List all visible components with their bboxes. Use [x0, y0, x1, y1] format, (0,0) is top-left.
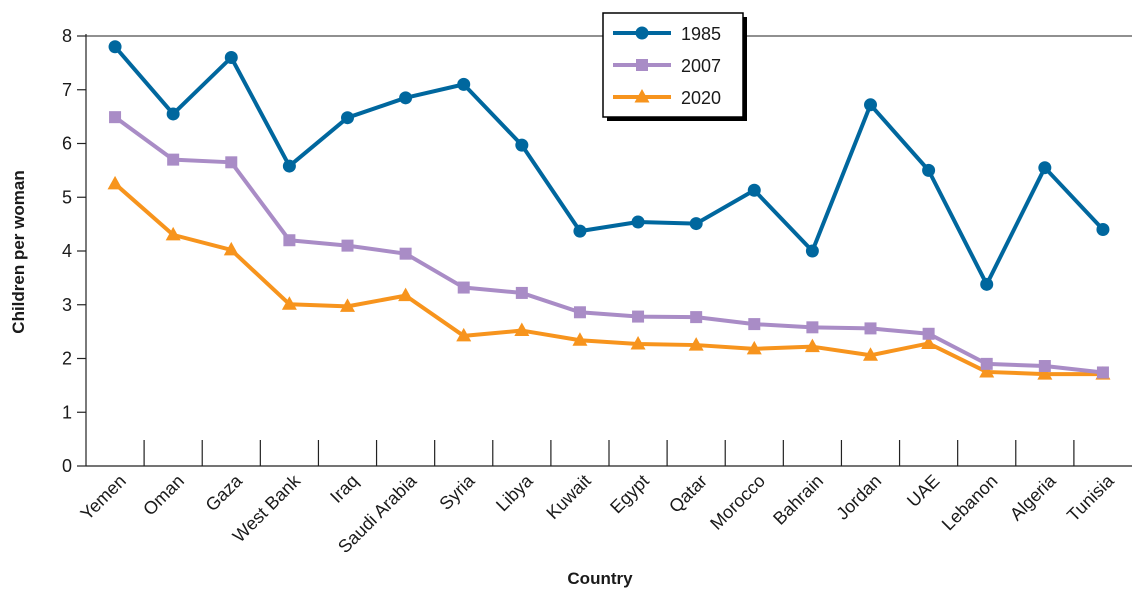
legend-marker-square: [636, 59, 648, 71]
data-point-2020-qatar: [688, 337, 704, 351]
data-point-2007-jordan: [864, 322, 877, 335]
legend-label: 2020: [681, 88, 721, 108]
y-axis-title: Children per woman: [9, 170, 28, 333]
data-point-1985-oman: [166, 107, 180, 121]
series-line-2007: [113, 115, 1104, 375]
y-tick-label: 0: [62, 456, 72, 476]
data-point-2020-bahrain: [804, 338, 820, 353]
data-point-2007-libya: [515, 286, 528, 299]
data-point-1985-west-bank: [282, 159, 296, 173]
x-tick-label: Syria: [435, 470, 479, 514]
x-tick-label: Algeria: [1006, 470, 1060, 524]
x-tick-label: Libya: [492, 470, 537, 515]
legend-label: 2007: [681, 56, 721, 76]
data-point-1985-qatar: [689, 217, 703, 231]
x-tick-label: Lebanon: [938, 471, 1002, 535]
x-tick-label: Egypt: [606, 471, 653, 518]
x-tick-label: Yemen: [77, 471, 130, 524]
series-2007: [109, 111, 1109, 379]
data-point-2020-lebanon: [979, 363, 995, 378]
data-point-1985-syria: [457, 77, 471, 91]
series-1985: [108, 40, 1110, 291]
x-tick-label: Gaza: [202, 470, 247, 515]
data-point-2020-libya: [514, 322, 530, 337]
data-point-1985-yemen: [108, 40, 122, 54]
data-point-2007-gaza: [225, 156, 238, 169]
legend: 1985 2007 2020: [602, 12, 747, 121]
data-point-2020-uae: [921, 335, 937, 349]
y-tick-label: 4: [62, 241, 72, 261]
legend-item-2020: 2020: [613, 88, 721, 108]
data-point-2007-oman: [167, 153, 180, 166]
data-point-1985-libya: [515, 138, 529, 152]
data-point-2007-qatar: [690, 311, 703, 324]
y-tick-label: 3: [62, 295, 72, 315]
data-point-2007-yemen: [109, 111, 122, 124]
data-point-2007-syria: [457, 281, 470, 294]
data-point-1985-kuwait: [573, 224, 587, 238]
y-tick-label: 7: [62, 80, 72, 100]
data-point-1985-egypt: [631, 215, 645, 229]
x-tick-label: Kuwait: [542, 471, 594, 523]
data-point-2020-egypt: [630, 335, 646, 350]
data-point-2007-algeria: [1038, 360, 1051, 373]
data-point-2007-egypt: [632, 310, 645, 323]
data-point-2020-yemen: [107, 175, 123, 190]
y-tick-label: 5: [62, 187, 72, 207]
series-line-2020: [113, 182, 1103, 377]
series-line-1985: [113, 45, 1105, 287]
x-tick-label: Qatar: [665, 471, 711, 517]
x-tick-label: Iraq: [326, 471, 362, 507]
y-tick-label: 8: [62, 26, 72, 46]
legend-item-2007: 2007: [613, 56, 721, 76]
x-tick-label: Morocco: [706, 471, 769, 534]
data-point-2020-saudi-arabia: [398, 287, 414, 302]
legend-marker-triangle: [634, 89, 650, 103]
data-point-2020-gaza: [223, 241, 239, 256]
y-tick-label: 2: [62, 349, 72, 369]
x-tick-label: UAE: [903, 471, 943, 511]
data-point-2020-morocco: [746, 340, 762, 355]
data-point-1985-uae: [922, 163, 936, 177]
data-point-2007-tunisia: [1096, 366, 1109, 379]
data-point-1985-tunisia: [1096, 223, 1110, 236]
data-point-2020-west-bank: [281, 296, 297, 310]
data-point-2020-iraq: [340, 298, 355, 312]
data-point-1985-morocco: [747, 183, 761, 197]
data-point-1985-algeria: [1038, 161, 1052, 175]
data-point-2007-uae: [922, 327, 935, 340]
x-tick-label: Jordan: [832, 471, 885, 524]
data-point-2020-kuwait: [572, 332, 588, 346]
data-point-1985-gaza: [224, 51, 238, 64]
data-point-2020-jordan: [863, 347, 878, 361]
x-tick-label: Bahrain: [769, 471, 827, 529]
data-point-1985-jordan: [864, 98, 877, 112]
data-point-2020-oman: [165, 226, 181, 241]
series-layer: [107, 40, 1111, 380]
data-point-2007-bahrain: [806, 321, 819, 334]
data-point-2007-saudi-arabia: [399, 247, 412, 260]
x-axis-title: Country: [567, 569, 633, 588]
legend-marker-circle: [635, 26, 649, 40]
data-point-1985-bahrain: [805, 244, 819, 258]
x-tick-label: Tunisia: [1063, 470, 1118, 525]
legend-item-1985: 1985: [613, 24, 721, 44]
data-point-2020-algeria: [1037, 366, 1053, 380]
data-point-2007-iraq: [341, 239, 354, 252]
data-point-1985-saudi-arabia: [399, 91, 413, 105]
y-tick-label: 1: [62, 402, 72, 422]
data-point-1985-lebanon: [980, 277, 994, 291]
legend-label: 1985: [681, 24, 721, 44]
y-tick-label: 6: [62, 134, 72, 154]
data-point-2007-west-bank: [283, 234, 296, 247]
data-point-2007-morocco: [748, 318, 761, 331]
data-point-2007-kuwait: [573, 306, 586, 319]
x-tick-label: Oman: [139, 471, 188, 520]
data-point-2007-lebanon: [980, 357, 993, 370]
data-point-2020-syria: [456, 327, 472, 342]
data-point-1985-iraq: [341, 111, 354, 125]
